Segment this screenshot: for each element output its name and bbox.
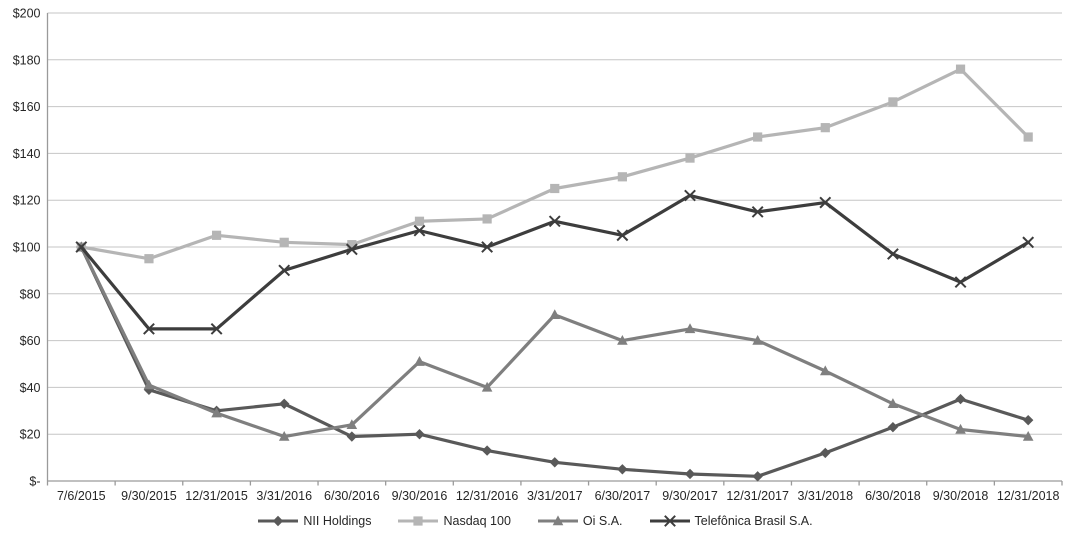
x-axis-tick-label: 12/31/2018 [997,489,1060,503]
y-axis-tick-label: $120 [13,194,41,208]
x-axis-tick-label: 3/31/2017 [527,489,583,503]
y-axis-tick-label: $180 [13,53,41,67]
legend-xcross-icon [649,515,690,527]
x-axis-tick-label: 3/31/2018 [797,489,853,503]
legend-item-telef-nica-brasil-s-a: Telefônica Brasil S.A. [649,514,813,528]
legend-item-nii-holdings: NII Holdings [257,514,371,528]
legend-label: Nasdaq 100 [443,514,511,528]
x-axis-tick-label: 12/31/2016 [456,489,519,503]
legend-label: NII Holdings [303,514,372,528]
legend-diamond-icon [258,515,299,527]
x-axis-tick-label: 6/30/2017 [595,489,651,503]
x-axis-tick-label: 7/6/2015 [57,489,106,503]
x-axis-tick-label: 9/30/2018 [933,489,989,503]
y-axis-tick-label: $80 [20,287,41,301]
x-axis-tick-label: 9/30/2017 [662,489,718,503]
series-nasdaq-100 [76,64,1033,264]
y-axis-tick-label: $140 [13,147,41,161]
y-axis-tick-label: $160 [13,100,41,114]
series-nii-holdings [76,241,1034,482]
x-axis-tick-label: 9/30/2015 [121,489,177,503]
series-line-nii-holdings [79,245,1030,478]
y-axis-tick-label: $100 [13,241,41,255]
x-axis-tick-label: 12/31/2017 [726,489,789,503]
x-axis-tick-label: 6/30/2016 [324,489,380,503]
y-axis-tick-label: $60 [20,334,41,348]
legend-item-nasdaq-100: Nasdaq 100 [397,514,511,528]
y-axis-tick-label: $40 [20,381,41,395]
legend-label: Oi S.A. [582,514,623,528]
legend-label: Telefônica Brasil S.A. [694,514,813,528]
legend-square-icon [398,516,439,526]
chart-legend: NII Holdings Nasdaq 100 Oi S.A. Telefônica … [0,514,1070,528]
y-axis-tick-label: $20 [20,428,41,442]
series-line-nasdaq-100 [79,67,1030,261]
x-axis-tick-label: 6/30/2018 [865,489,921,503]
series-line-telef-nica-brasil-s-a [79,193,1030,331]
x-axis-tick-label: 9/30/2016 [392,489,448,503]
series-line-oi-s-a [79,245,1030,439]
x-axis-tick-label: 3/31/2016 [256,489,312,503]
series-telef-nica-brasil-s-a [75,189,1035,335]
legend-item-oi-s-a: Oi S.A. [537,514,623,528]
y-axis-tick-label: $- [29,475,40,489]
y-axis-tick-label: $200 [13,7,41,21]
x-axis-tick-label: 12/31/2015 [185,489,248,503]
legend-triangle-icon [537,515,578,526]
